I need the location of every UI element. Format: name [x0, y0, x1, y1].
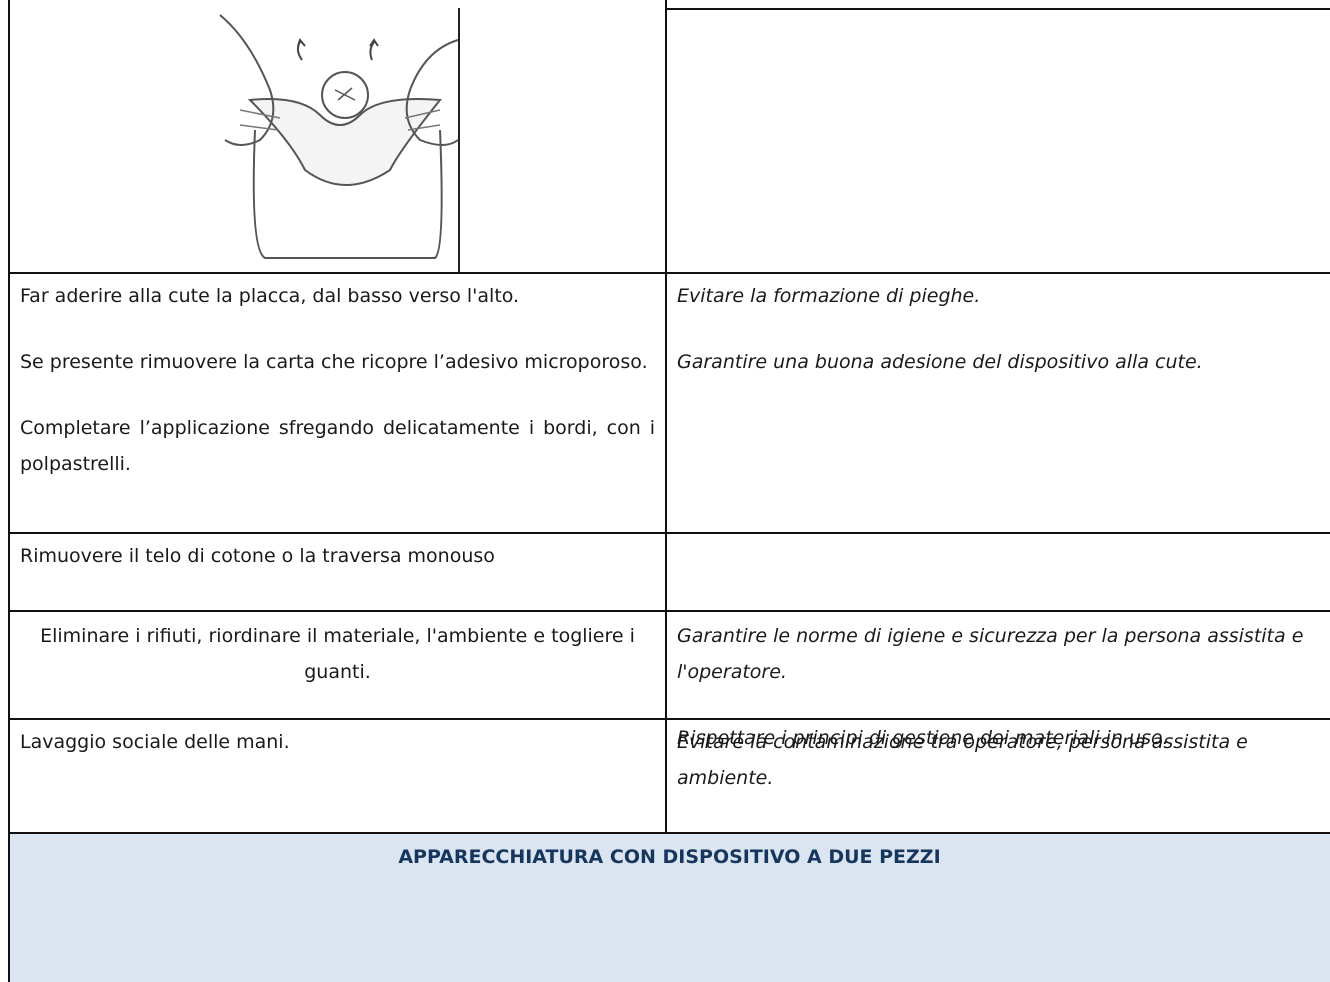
section-header-bg	[9, 833, 1330, 982]
rationale: Garantire le norme di igiene e sicurezza…	[677, 625, 1304, 683]
rationale: Rispettare i principi di gestione dei ma…	[677, 727, 1169, 749]
instruction: Far aderire alla cute la placca, dal bas…	[20, 285, 520, 307]
rationale: Evitare la contaminazione tra operatore,…	[677, 731, 1248, 789]
illustration	[218, 8, 460, 272]
section-header: APPARECCHIATURA CON DISPOSITIVO A DUE PE…	[398, 846, 941, 868]
border	[8, 610, 1330, 612]
border	[8, 0, 10, 982]
border	[665, 8, 1330, 10]
instruction: Se presente rimuovere la carta che ricop…	[20, 351, 648, 373]
border	[8, 272, 1330, 274]
left-cell: Lavaggio sociale delle mani.	[10, 724, 665, 790]
rationale: Garantire una buona adesione del disposi…	[677, 351, 1203, 373]
left-cell: Eliminare i rifiuti, riordinare il mater…	[10, 618, 665, 720]
left-cell: Rimuovere il telo di cotone o la travers…	[10, 538, 665, 604]
instruction: Eliminare i rifiuti, riordinare il mater…	[40, 625, 635, 683]
instruction: Completare l’applicazione sfregando deli…	[20, 417, 655, 475]
border	[8, 832, 1330, 834]
right-cell: Garantire le norme di igiene e sicurezza…	[667, 618, 1330, 786]
rationale: Evitare la formazione di pieghe.	[677, 285, 981, 307]
left-cell: Far aderire alla cute la placca, dal bas…	[10, 278, 665, 512]
instruction: Rimuovere il telo di cotone o la travers…	[20, 545, 495, 567]
border	[8, 532, 1330, 534]
instruction: Lavaggio sociale delle mani.	[20, 731, 290, 753]
right-cell: Evitare la contaminazione tra operatore,…	[667, 724, 1330, 826]
right-cell: Evitare la formazione di pieghe. Garantir…	[667, 278, 1330, 410]
border	[665, 0, 667, 833]
border	[8, 718, 1330, 720]
